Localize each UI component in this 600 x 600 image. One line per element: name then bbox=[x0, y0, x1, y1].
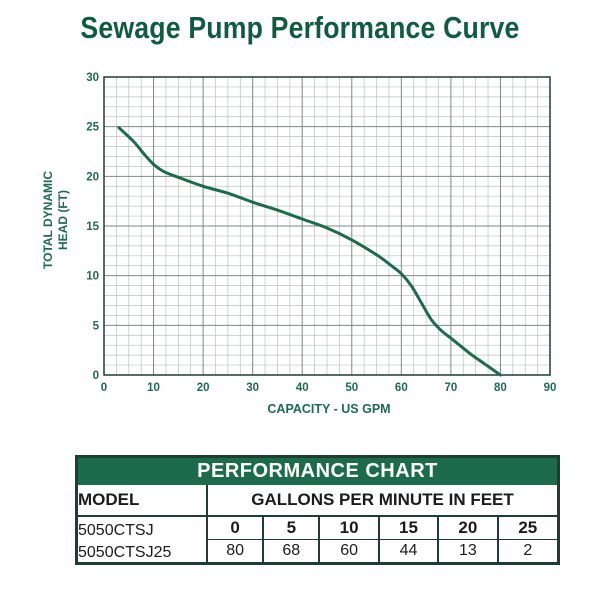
performance-curve-line bbox=[117, 126, 502, 377]
head-ft-cell: 10 bbox=[318, 516, 379, 540]
head-ft-cell: 25 bbox=[496, 516, 559, 540]
gpm-cell: 80 bbox=[205, 539, 264, 564]
table-row: 5050CTSJ 0 5 10 15 20 25 bbox=[77, 516, 559, 540]
y-axis-label: TOTAL DYNAMIC HEAD (FT) bbox=[41, 171, 70, 269]
y-tick-label: 10 bbox=[86, 271, 99, 283]
y-tick-label: 0 bbox=[93, 370, 99, 382]
gpm-cell: 13 bbox=[437, 539, 498, 564]
x-tick-label: 50 bbox=[345, 382, 358, 394]
x-tick-label: 80 bbox=[494, 382, 507, 394]
page-title: Sewage Pump Performance Curve bbox=[80, 10, 520, 45]
model-column-label: MODEL bbox=[76, 485, 208, 517]
gpm-cell: 60 bbox=[318, 539, 379, 564]
y-axis-label-line-2: HEAD (FT) bbox=[56, 190, 70, 250]
gpm-cell: 68 bbox=[262, 539, 320, 564]
y-tick-label: 5 bbox=[93, 320, 100, 332]
x-tick-label: 10 bbox=[147, 382, 160, 394]
model-name: 5050CTSJ bbox=[78, 521, 154, 539]
y-tick-label: 30 bbox=[86, 72, 99, 84]
table-heading: PERFORMANCE CHART bbox=[76, 456, 559, 485]
head-ft-cell: 15 bbox=[377, 516, 439, 540]
x-tick-label: 90 bbox=[544, 382, 557, 394]
x-axis-label: CAPACITY - US GPM bbox=[267, 402, 390, 416]
y-axis-label-line-1: TOTAL DYNAMIC bbox=[41, 171, 55, 269]
performance-chart: 0 10 20 30 40 50 60 70 80 90 0 5 10 15 20 25 30 CAPACIT… bbox=[41, 72, 557, 416]
gpm-cell: 2 bbox=[496, 539, 559, 564]
gpm-column-label: GALLONS PER MINUTE IN FEET bbox=[207, 485, 559, 517]
y-tick-labels: 0 5 10 15 20 25 30 bbox=[86, 72, 99, 382]
y-tick-label: 15 bbox=[86, 221, 99, 233]
head-ft-cell: 0 bbox=[205, 516, 264, 540]
model-name: 5050CTSJ25 bbox=[78, 544, 172, 561]
x-tick-label: 70 bbox=[444, 382, 457, 394]
x-tick-label: 60 bbox=[395, 382, 408, 394]
performance-chart-table: PERFORMANCE CHART MODEL GALLONS PER MINU… bbox=[75, 455, 560, 565]
plot-frame bbox=[103, 76, 551, 376]
x-tick-label: 0 bbox=[101, 382, 107, 394]
x-tick-label: 30 bbox=[246, 382, 259, 394]
y-tick-label: 20 bbox=[86, 171, 99, 183]
x-tick-label: 20 bbox=[197, 382, 210, 394]
y-tick-label: 25 bbox=[86, 122, 99, 134]
head-ft-cell: 5 bbox=[262, 516, 320, 540]
head-ft-cell: 20 bbox=[437, 516, 498, 540]
table-row: 5050CTSJ25 80 68 60 44 13 2 bbox=[77, 539, 559, 564]
gpm-cell: 44 bbox=[377, 539, 439, 564]
x-tick-label: 40 bbox=[296, 382, 309, 394]
x-tick-labels: 0 10 20 30 40 50 60 70 80 90 bbox=[101, 382, 557, 394]
